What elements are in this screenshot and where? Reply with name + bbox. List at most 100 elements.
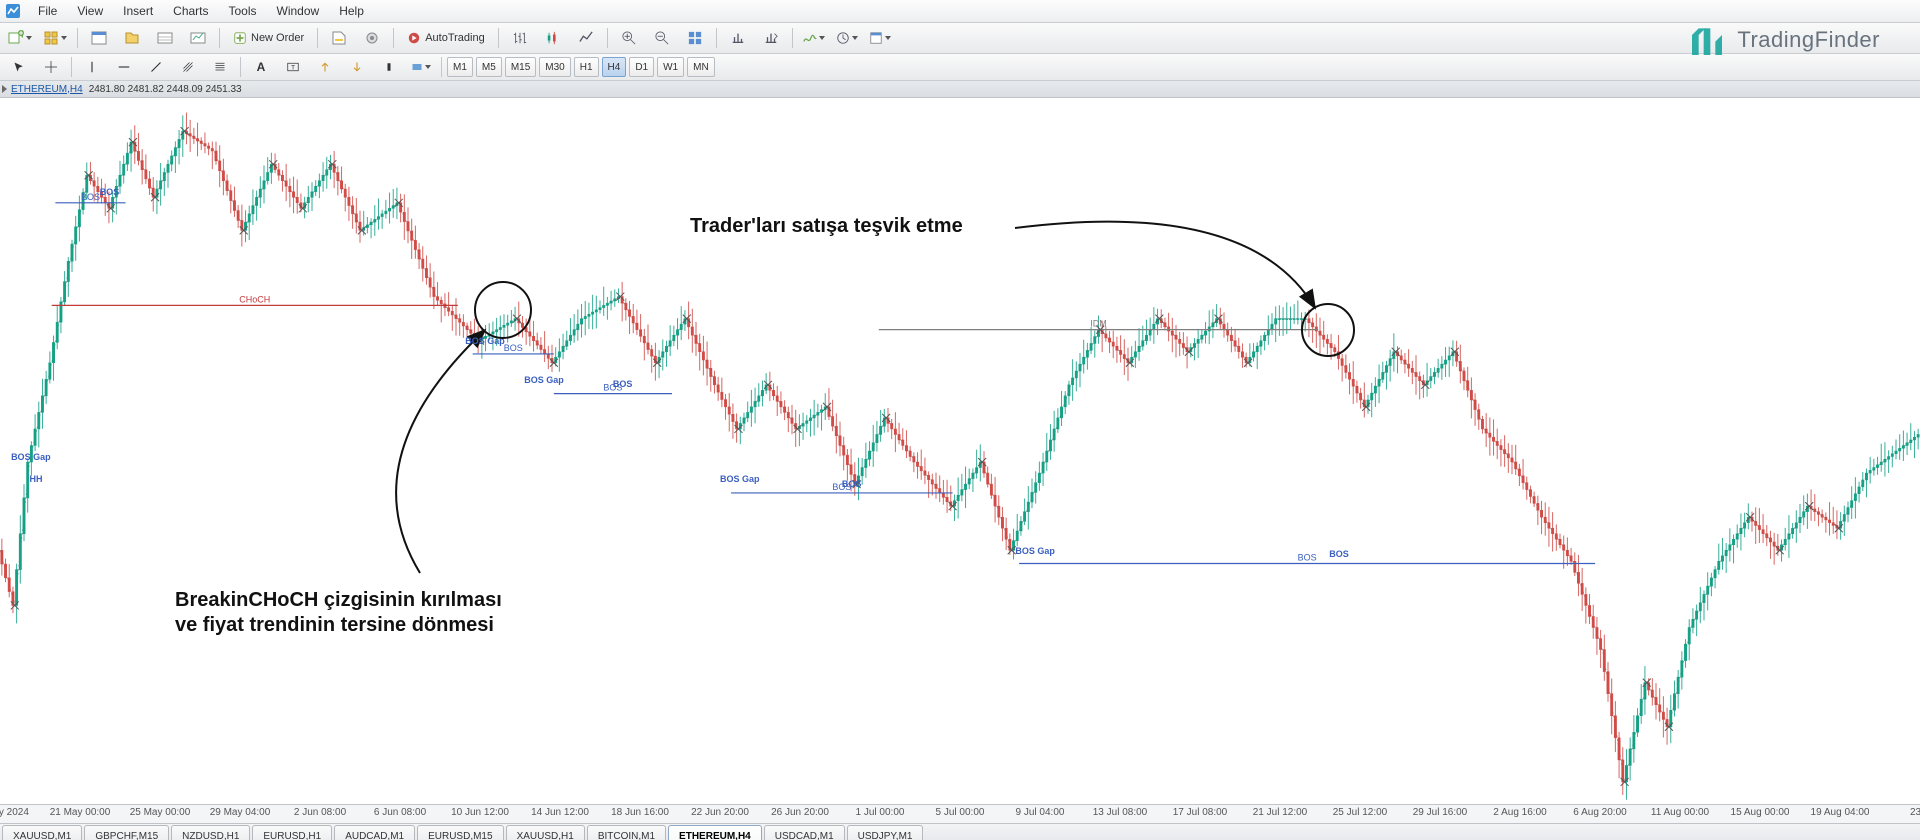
menu-file[interactable]: File	[28, 2, 67, 20]
templates-icon[interactable]	[865, 26, 895, 50]
chart-shift-icon[interactable]	[723, 26, 753, 50]
chart-svg: BOSCHoCHBOSBOSBOSIDMBOS	[0, 98, 1920, 804]
periods-icon[interactable]	[832, 26, 862, 50]
chart-ohlc: 2481.80 2481.82 2448.09 2451.33	[89, 84, 242, 95]
app-icon	[4, 2, 22, 20]
time-tick: 21 May 00:00	[50, 807, 111, 818]
profiles-icon[interactable]	[39, 26, 71, 50]
autotrading-button[interactable]: AutoTrading	[400, 26, 492, 50]
time-tick: 10 Jun 12:00	[451, 807, 509, 818]
svg-text:BOS: BOS	[504, 343, 523, 353]
struct-label: BOS Gap	[11, 452, 51, 462]
shapes-icon[interactable]	[406, 55, 436, 79]
struct-label: BOS	[613, 379, 633, 389]
svg-text:CHoCH: CHoCH	[239, 294, 270, 304]
struct-label: BOS Gap	[1015, 546, 1055, 556]
arrow-up-icon[interactable]	[310, 55, 340, 79]
metaeditor-icon[interactable]	[324, 26, 354, 50]
text-icon[interactable]: A	[246, 55, 276, 79]
auto-scroll-icon[interactable]	[680, 26, 710, 50]
indicators-icon[interactable]	[799, 26, 829, 50]
line-chart-icon[interactable]	[571, 26, 601, 50]
tab-bitcoin-m1[interactable]: BITCOIN,M1	[587, 825, 666, 840]
tf-mn[interactable]: MN	[687, 57, 715, 77]
time-tick: 18 Jun 16:00	[611, 807, 669, 818]
step-forward-icon[interactable]	[756, 26, 786, 50]
tab-audcad-m1[interactable]: AUDCAD,M1	[334, 825, 415, 840]
svg-text:BOS: BOS	[81, 192, 100, 202]
chart-titlebar: ETHEREUM,H4 2481.80 2481.82 2448.09 2451…	[0, 81, 1920, 98]
time-tick: 29 May 04:00	[210, 807, 271, 818]
tf-m15[interactable]: M15	[505, 57, 536, 77]
tf-h4[interactable]: H4	[602, 57, 627, 77]
struct-label: HH	[30, 474, 43, 484]
tf-m5[interactable]: M5	[476, 57, 502, 77]
zoom-in-icon[interactable]	[614, 26, 644, 50]
menubar: FileViewInsertChartsToolsWindowHelp	[0, 0, 1920, 23]
menu-tools[interactable]: Tools	[219, 2, 267, 20]
new-chart-icon[interactable]	[4, 26, 36, 50]
time-tick: 23 A	[1910, 807, 1920, 818]
brand-watermark: TradingFinder	[1687, 20, 1880, 60]
menu-window[interactable]: Window	[267, 2, 330, 20]
tab-xauusd-m1[interactable]: XAUUSD,M1	[2, 825, 82, 840]
time-tick: 13 Jul 08:00	[1093, 807, 1148, 818]
crosshair-icon[interactable]	[36, 55, 66, 79]
cursor-icon[interactable]	[4, 55, 34, 79]
chart-area[interactable]: BOSCHoCHBOSBOSBOSIDMBOS Trader'ları satı…	[0, 98, 1920, 805]
time-tick: 6 Jun 08:00	[374, 807, 426, 818]
market-watch-icon[interactable]	[84, 26, 114, 50]
arrow-down-icon[interactable]	[342, 55, 372, 79]
chart-collapse-icon[interactable]	[2, 85, 7, 93]
chart-symbol-link[interactable]: ETHEREUM,H4	[11, 84, 83, 95]
struct-label: BOS Gap	[524, 375, 564, 385]
candle-chart-icon[interactable]	[538, 26, 568, 50]
fibo-icon[interactable]	[205, 55, 235, 79]
time-tick: 25 Jul 12:00	[1333, 807, 1388, 818]
menu-charts[interactable]: Charts	[163, 2, 218, 20]
time-tick: 19 Aug 04:00	[1811, 807, 1870, 818]
zoom-out-icon[interactable]	[647, 26, 677, 50]
new-order-button[interactable]: New Order	[226, 26, 311, 50]
svg-text:BOS: BOS	[1298, 553, 1317, 563]
tf-d1[interactable]: D1	[629, 57, 654, 77]
struct-label: BOS Gap	[720, 474, 760, 484]
timeframe-buttons: M1M5M15M30H1H4D1W1MN	[447, 57, 715, 77]
text-label-icon[interactable]: T	[278, 55, 308, 79]
tab-gbpchf-m15[interactable]: GBPCHF,M15	[84, 825, 169, 840]
tf-m1[interactable]: M1	[447, 57, 473, 77]
equidistant-icon[interactable]	[173, 55, 203, 79]
time-tick: 26 Jun 20:00	[771, 807, 829, 818]
menu-insert[interactable]: Insert	[113, 2, 163, 20]
struct-label: BOS	[842, 479, 862, 489]
vline-icon[interactable]	[77, 55, 107, 79]
options-icon[interactable]	[357, 26, 387, 50]
tab-xauusd-h1[interactable]: XAUUSD,H1	[506, 825, 585, 840]
navigator-icon[interactable]	[117, 26, 147, 50]
trendline-icon[interactable]	[141, 55, 171, 79]
tf-w1[interactable]: W1	[657, 57, 684, 77]
tab-eurusd-m15[interactable]: EURUSD,M15	[417, 825, 503, 840]
tab-usdjpy-m1[interactable]: USDJPY,M1	[847, 825, 924, 840]
hline-icon[interactable]	[109, 55, 139, 79]
tf-m30[interactable]: M30	[539, 57, 570, 77]
strategy-tester-icon[interactable]	[183, 26, 213, 50]
tab-eurusd-h1[interactable]: EURUSD,H1	[252, 825, 332, 840]
time-tick: 2 Jun 08:00	[294, 807, 346, 818]
time-tick: 16 May 2024	[0, 807, 29, 818]
tab-nzdusd-h1[interactable]: NZDUSD,H1	[171, 825, 250, 840]
time-tick: 1 Jul 00:00	[856, 807, 905, 818]
thumbs-icon[interactable]	[374, 55, 404, 79]
bar-chart-icon[interactable]	[505, 26, 535, 50]
time-tick: 11 Aug 00:00	[1651, 807, 1709, 818]
tab-usdcad-m1[interactable]: USDCAD,M1	[764, 825, 845, 840]
terminal-icon[interactable]	[150, 26, 180, 50]
annotation-sell-inducement: Trader'ları satışa teşvik etme	[690, 214, 963, 239]
menu-view[interactable]: View	[67, 2, 113, 20]
tab-ethereum-h4[interactable]: ETHEREUM,H4	[668, 825, 762, 840]
time-tick: 9 Jul 04:00	[1016, 807, 1065, 818]
menu-help[interactable]: Help	[329, 2, 374, 20]
tf-h1[interactable]: H1	[574, 57, 599, 77]
struct-label: BOS	[1329, 549, 1349, 559]
struct-label: BOS Gap	[465, 336, 505, 346]
